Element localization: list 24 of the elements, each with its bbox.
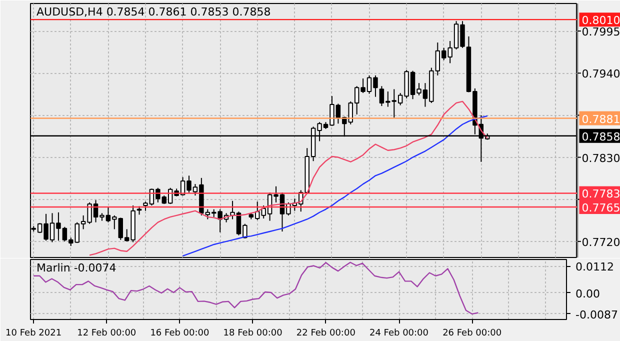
y-tick-label: 0.7995 xyxy=(582,26,620,39)
ref-line-label: 0.7858 xyxy=(582,130,620,144)
ref-line-label: 0.7765 xyxy=(582,202,620,215)
x-tick-label: 10 Feb 2021 xyxy=(6,328,62,338)
y-tick-label: -0.0087 xyxy=(576,308,618,322)
ref-line-label: 0.7783 xyxy=(582,188,620,201)
y-tick-label: 0.00 xyxy=(576,287,600,300)
x-tick-label: 18 Feb 00:00 xyxy=(223,328,283,338)
y-tick-label: 0.7720 xyxy=(582,236,620,249)
ref-line-label: 0.8010 xyxy=(582,14,620,28)
line-series xyxy=(88,100,488,256)
x-tick-label: 26 Feb 00:00 xyxy=(442,328,502,338)
line-series xyxy=(182,115,488,257)
y-tick-label: 0.0112 xyxy=(576,260,614,274)
chart-title: AUDUSD,H4 0.7854 0.7861 0.7853 0.7858 xyxy=(36,6,271,18)
ref-line-label: 0.7881 xyxy=(582,112,620,126)
line-series xyxy=(32,262,479,315)
x-tick-label: 22 Feb 00:00 xyxy=(296,328,356,338)
y-tick-label: 0.7940 xyxy=(582,68,620,81)
x-tick-label: 12 Feb 00:00 xyxy=(77,328,136,338)
x-tick-label: 16 Feb 00:00 xyxy=(150,328,210,338)
x-tick-label: 24 Feb 00:00 xyxy=(369,328,429,338)
chart-title: Marlin -0.0074 xyxy=(36,262,116,274)
y-tick-label: 0.7830 xyxy=(582,152,620,165)
